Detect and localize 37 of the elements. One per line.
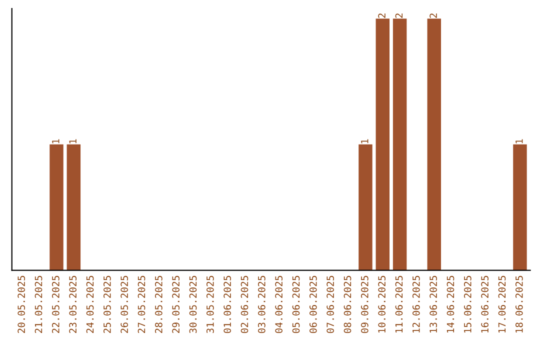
x-tick-label: 30.05.2025 <box>189 276 197 334</box>
data-label: 2 <box>395 14 403 18</box>
x-tick-label: 05.06.2025 <box>292 276 300 334</box>
x-tick-label: 21.05.2025 <box>34 276 42 333</box>
x-tick-label: 04.06.2025 <box>275 276 283 334</box>
x-tick-label: 13.06.2025 <box>430 276 437 333</box>
x-tick-label: 03.06.2025 <box>258 276 266 334</box>
x-tick-label: 01.06.2025 <box>224 276 232 334</box>
x-tick-label: 22.05.2025 <box>52 276 60 333</box>
x-tick-label: 06.06.2025 <box>309 276 317 334</box>
data-label: 1 <box>516 139 523 144</box>
data-label: 1 <box>361 139 368 144</box>
x-tick-label: 10.06.2025 <box>378 276 386 333</box>
x-tick-label: 26.05.2025 <box>120 276 128 333</box>
x-tick-label: 29.05.2025 <box>172 276 180 333</box>
data-label: 2 <box>378 14 386 18</box>
x-tick-label: 08.06.2025 <box>344 276 352 334</box>
data-label: 1 <box>69 139 76 144</box>
x-tick-label: 09.06.2025 <box>360 276 368 334</box>
x-tick-label: 27.05.2025 <box>138 276 146 333</box>
x-tick-label: 20.05.2025 <box>18 276 26 333</box>
x-tick-label: 11.06.2025 <box>395 276 403 333</box>
x-tick-label: 07.06.2025 <box>326 276 334 334</box>
data-label: 1 <box>52 139 60 144</box>
x-tick-label: 24.05.2025 <box>86 276 94 333</box>
x-tick-label: 15.06.2025 <box>464 276 472 333</box>
x-tick-label: 18.06.2025 <box>515 276 523 333</box>
x-tick-label: 17.06.2025 <box>498 276 506 333</box>
x-tick-label: 25.05.2025 <box>104 276 111 333</box>
x-tick-label: 23.05.2025 <box>69 276 77 333</box>
x-tick-label: 12.06.2025 <box>412 276 420 333</box>
data-label: 2 <box>430 14 437 18</box>
x-tick-label: 16.06.2025 <box>481 276 488 333</box>
x-tick-label: 02.06.2025 <box>240 276 248 334</box>
x-tick-label: 28.05.2025 <box>154 276 162 333</box>
x-tick-label: 31.05.2025 <box>206 276 214 334</box>
x-tick-label: 14.06.2025 <box>446 276 454 333</box>
